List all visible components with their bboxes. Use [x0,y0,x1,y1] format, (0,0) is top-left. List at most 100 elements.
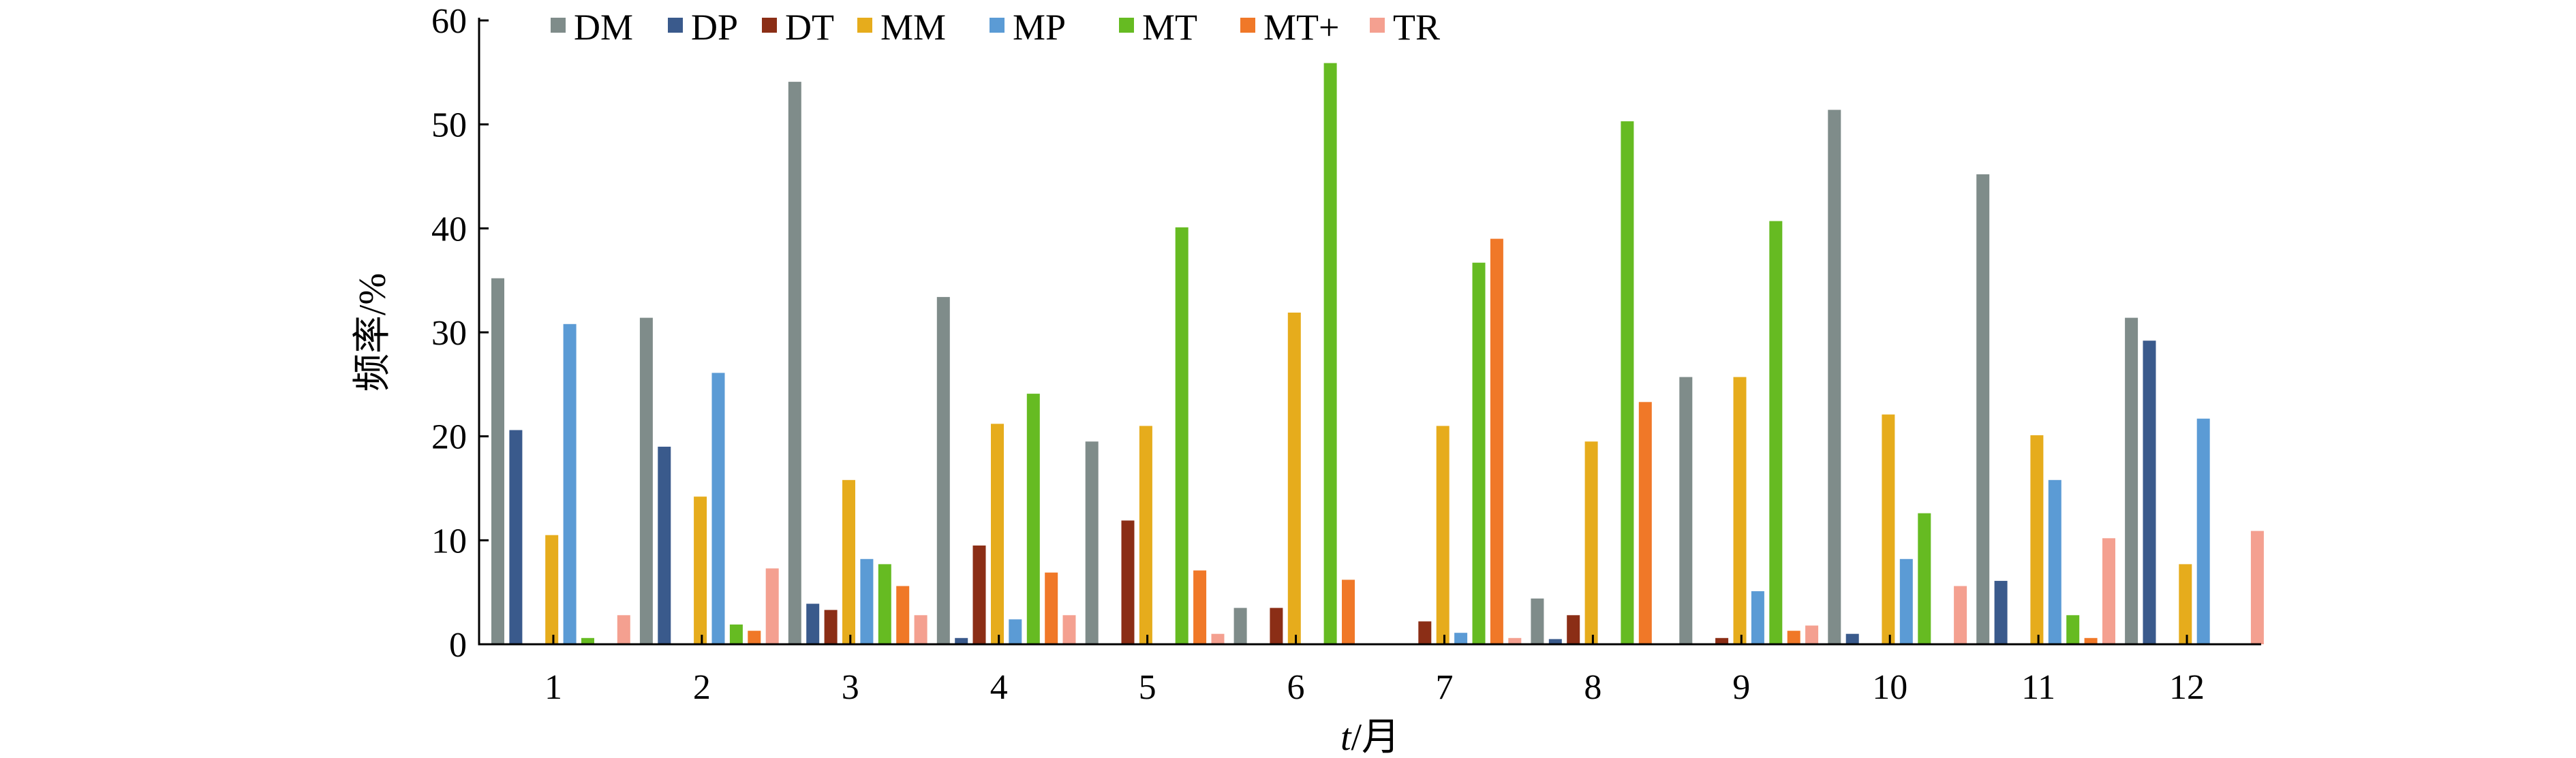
bar-mt-plus-month-8 [1638,402,1652,644]
bar-mt-month-10 [1918,513,1931,644]
bar-mt-plus-month-6 [1342,580,1355,644]
bar-dm-month-9 [1679,377,1693,644]
y-tick-labels: 0 10 20 30 40 50 60 [431,2,467,665]
x-tick-label: 3 [842,668,859,707]
bar-mp-month-9 [1751,591,1764,644]
bar-tr-month-11 [2102,538,2115,644]
bar-tr-month-5 [1211,633,1225,644]
y-axis-title: 频率/% [352,273,394,392]
bar-mt-month-3 [878,564,891,644]
bar-mt-plus-month-3 [896,586,910,644]
legend-label-mt: MT [1142,7,1197,48]
bar-dm-month-5 [1085,441,1099,644]
x-tick-label: 12 [2169,668,2205,707]
y-tick-label: 40 [431,210,467,249]
legend-swatch-dp [668,18,683,33]
bar-mt-month-1 [581,637,594,644]
bar-dt-month-9 [1715,637,1729,644]
bar-tr-month-9 [1805,625,1819,644]
x-tick-labels: 1 2 3 4 5 6 7 8 9 10 11 12 [545,668,2205,707]
bar-mm-month-8 [1584,441,1598,644]
legend-swatch-mt [1119,18,1134,33]
bar-mm-month-2 [694,496,707,644]
bar-dp-month-12 [2143,341,2156,644]
bar-dt-month-4 [972,546,986,644]
bar-mm-month-3 [842,479,855,644]
bar-mt-month-11 [2066,615,2080,644]
legend-swatch-mm [857,18,872,33]
bar-mm-month-6 [1287,313,1301,644]
x-tick-label: 1 [545,668,562,707]
bar-mp-month-3 [860,558,874,644]
bar-dm-month-11 [1976,174,1990,644]
legend-label-mt-plus: MT+ [1263,7,1339,48]
legend-label-dt: DT [785,7,834,48]
bar-dm-month-6 [1233,607,1247,644]
x-axis-title-unit: /月 [1351,716,1400,758]
legend-label-mm: MM [880,7,946,48]
y-tick-label: 10 [431,522,467,560]
bar-dm-month-12 [2125,317,2138,644]
legend-swatch-dt [762,18,777,33]
bar-mm-month-10 [1882,414,1895,644]
bar-tr-month-2 [765,568,779,644]
bar-mm-month-11 [2030,435,2044,644]
x-axis-title: t/月 [1340,716,1400,758]
y-tick-label: 50 [431,106,467,145]
bar-dt-month-6 [1270,607,1283,644]
legend-swatch-dm [551,18,566,33]
bar-mt-plus-month-2 [748,631,761,644]
legend: DM DP DT MM MP MT MT+ TR [551,7,1440,48]
bar-mt-month-9 [1769,221,1783,645]
bar-mm-month-1 [545,535,559,644]
bar-mt-month-5 [1175,227,1189,644]
bar-mm-month-5 [1139,426,1152,644]
bar-mt-month-2 [729,625,743,644]
bar-tr-month-12 [2250,531,2264,644]
bar-tr-month-3 [914,615,927,644]
bar-mt-month-6 [1323,63,1337,645]
bar-dp-month-11 [1994,580,2008,644]
x-tick-label: 2 [693,668,711,707]
x-tick-label: 9 [1732,668,1750,707]
x-tick-label: 5 [1139,668,1156,707]
bar-mm-month-9 [1733,377,1747,644]
bar-dp-month-4 [955,637,968,644]
bar-mt-plus-month-9 [1787,631,1800,644]
bar-mt-plus-month-5 [1193,570,1207,644]
legend-swatch-mt-plus [1240,18,1255,33]
x-tick-label: 10 [1872,668,1907,707]
bar-dp-month-8 [1548,639,1562,644]
bar-mp-month-12 [2196,418,2210,644]
bar-tr-month-4 [1062,615,1076,644]
bar-mm-month-12 [2179,564,2192,644]
bar-mp-month-11 [2048,479,2061,644]
legend-swatch-mp [990,18,1005,33]
x-tick-label: 7 [1435,668,1453,707]
bar-mt-plus-month-11 [2084,637,2098,644]
bar-tr-month-10 [1954,586,1967,644]
bar-mp-month-1 [563,323,577,644]
legend-label-dp: DP [691,7,738,48]
bar-dp-month-2 [658,446,671,644]
bar-dm-month-3 [788,82,801,645]
x-tick-label: 8 [1584,668,1601,707]
axes-layer [478,18,2261,646]
legend-label-mp: MP [1013,7,1066,48]
bar-mm-month-7 [1436,426,1450,644]
bar-dt-month-8 [1567,615,1580,644]
bar-mp-month-2 [711,373,725,644]
bars-layer [491,63,2264,645]
bar-dm-month-10 [1828,110,1841,645]
legend-label-tr: TR [1393,7,1440,48]
bar-mp-month-10 [1899,558,1913,644]
legend-label-dm: DM [574,7,633,48]
bar-mt-plus-month-7 [1490,238,1503,645]
x-axis-title-variable: t [1340,716,1352,758]
x-tick-label: 4 [990,668,1008,707]
y-tick-label: 30 [431,314,467,353]
bar-tr-month-7 [1508,637,1522,644]
bar-mp-month-7 [1454,633,1468,644]
bar-dm-month-1 [491,278,504,645]
